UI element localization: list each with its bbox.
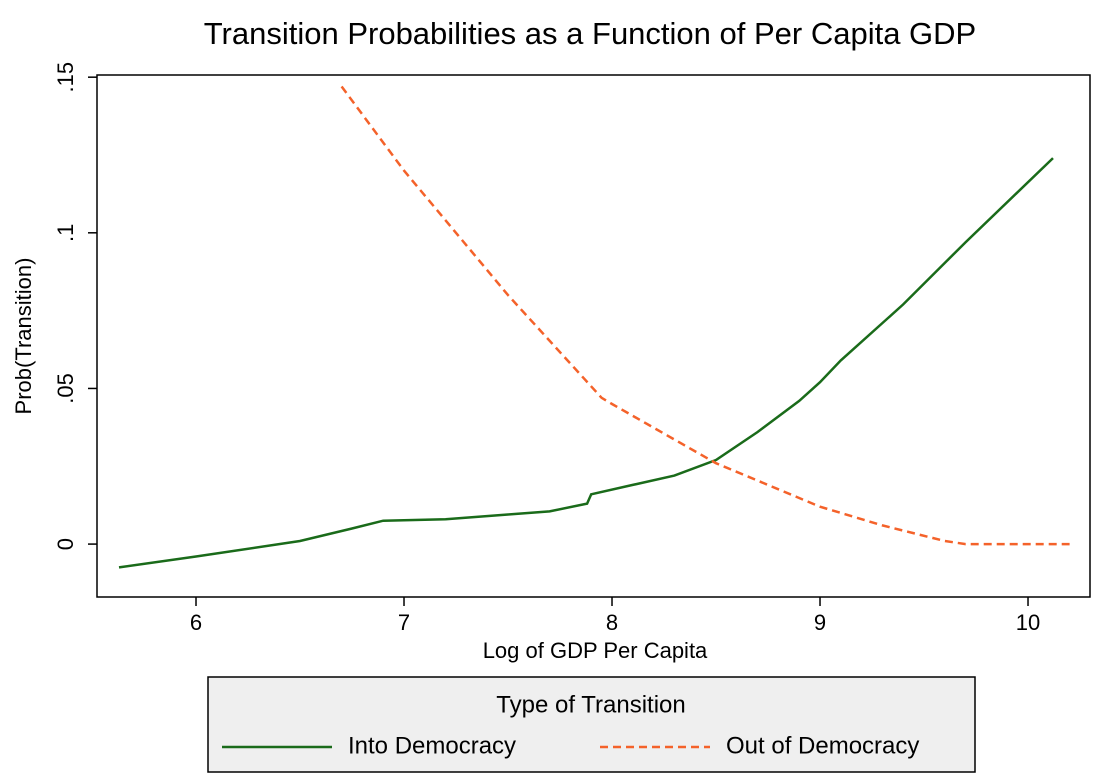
legend-title: Type of Transition (496, 691, 685, 718)
y-tick-label: .15 (53, 62, 78, 93)
x-tick-label: 6 (190, 610, 202, 635)
legend-label: Out of Democracy (726, 732, 919, 759)
y-tick-label: .05 (53, 373, 78, 404)
chart-title: Transition Probabilities as a Function o… (204, 16, 977, 51)
legend-label: Into Democracy (348, 732, 516, 759)
y-tick-label: .1 (53, 224, 78, 242)
y-tick-label: 0 (53, 538, 78, 550)
y-axis-label: Prob(Transition) (11, 258, 36, 415)
plot-frame (96, 74, 1091, 598)
series-line (118, 157, 1054, 569)
x-tick-label: 7 (398, 610, 410, 635)
x-tick-label: 10 (1016, 610, 1040, 635)
x-tick-label: 8 (606, 610, 618, 635)
series-line (340, 85, 1070, 546)
legend-box (207, 676, 976, 773)
x-axis-label: Log of GDP Per Capita (483, 638, 708, 663)
x-tick-label: 9 (814, 610, 826, 635)
